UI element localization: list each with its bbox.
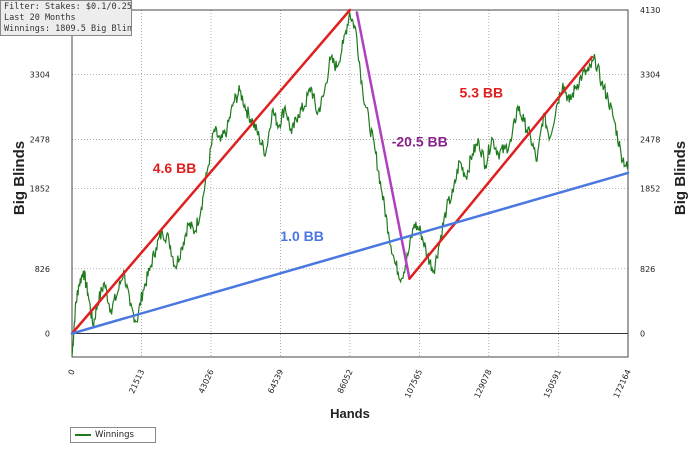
filter-line-stakes: Filter: Stakes: $0.1/0.25 NL <box>4 2 132 12</box>
x-tick-label: 86052 <box>336 368 355 395</box>
chart-legend: Winnings <box>70 427 156 443</box>
y-tick-label-left: 826 <box>35 265 50 274</box>
x-tick-label: 129078 <box>473 368 494 399</box>
y-tick-label-right: 4130 <box>640 6 660 15</box>
x-tick-label: 64539 <box>266 368 285 395</box>
y-tick-label-right: 3304 <box>640 71 660 80</box>
trend-annotation: 5.3 BB <box>460 85 504 101</box>
trend-annotation: 4.6 BB <box>153 160 197 176</box>
label-layer: 4.6 BB -20.5 BB 5.3 BB 1.0 BB <box>153 85 503 244</box>
y-tick-label-left: 2478 <box>30 135 50 144</box>
trend-annotation: 1.0 BB <box>280 228 324 244</box>
x-tick-label: 172164 <box>612 368 633 399</box>
y-tick-label-left: 3304 <box>30 71 50 80</box>
y-tick-label-right: 0 <box>640 330 645 339</box>
grid-layer <box>71 9 629 357</box>
legend-label-winnings: Winnings <box>95 430 134 440</box>
x-tick-label: 107565 <box>403 368 424 399</box>
winnings-series-line <box>71 12 629 358</box>
trend-line <box>70 8 352 335</box>
trend-line <box>70 171 630 335</box>
y-axis-title-right: Big Blinds <box>672 141 689 215</box>
filter-line-winnings: Winnings: 1809.5 Big Blinds <box>4 24 132 34</box>
x-axis-title: Hands <box>330 406 370 421</box>
x-tick-label: 43026 <box>197 368 216 395</box>
x-tick-label: 150591 <box>542 368 563 399</box>
y-tick-label-right: 1852 <box>640 184 660 193</box>
filter-info-box: Filter: Stakes: $0.1/0.25 NL Last 20 Mon… <box>0 0 132 36</box>
trend-line <box>408 55 594 280</box>
series-layer <box>71 12 629 358</box>
legend-swatch-winnings <box>75 434 91 436</box>
x-tick-label: 21513 <box>127 368 146 395</box>
trend-annotation: -20.5 BB <box>392 133 448 149</box>
y-tick-label-left: 1852 <box>30 184 50 193</box>
trend-line <box>355 11 411 280</box>
y-tick-label-right: 2478 <box>640 135 660 144</box>
trend-layer <box>70 8 630 335</box>
y-tick-label-left: 0 <box>45 330 50 339</box>
filter-line-period: Last 20 Months <box>4 13 76 23</box>
x-tick-label: 0 <box>67 368 77 376</box>
y-axis-title-left: Big Blinds <box>11 141 28 215</box>
y-tick-label-right: 826 <box>640 265 655 274</box>
